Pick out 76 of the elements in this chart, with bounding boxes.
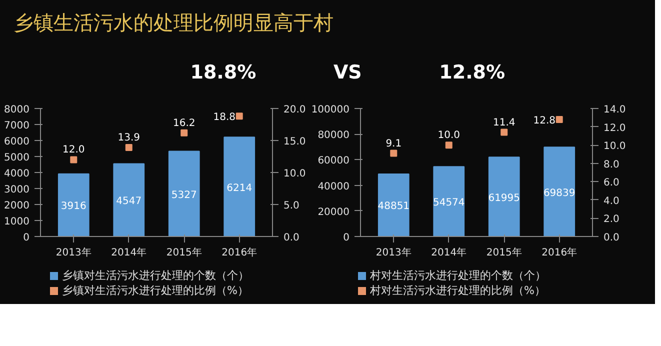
y-tick-label: 3000 xyxy=(4,184,30,196)
x-tick-label: 2014年 xyxy=(111,246,147,258)
data-label: 12.8 xyxy=(533,115,556,126)
data-label: 13.9 xyxy=(118,132,140,144)
data-label: 18.8 xyxy=(213,112,236,124)
data-label: 5327 xyxy=(171,190,197,201)
y2-tick-label: 0.0 xyxy=(604,232,620,244)
x-tick-label: 2016年 xyxy=(222,246,258,258)
x-tick-label: 2015年 xyxy=(486,246,522,258)
legend-label: 乡镇对生活污水进行处理的比例（%） xyxy=(62,282,248,298)
legend-label: 乡镇对生活污水进行处理的个数（个） xyxy=(62,268,249,284)
y-tick-label: 100000 xyxy=(311,104,350,116)
data-label: 16.2 xyxy=(172,118,196,129)
y2-tick-label: 6.0 xyxy=(604,178,620,189)
bar xyxy=(544,146,576,236)
y2-tick-label: 0.0 xyxy=(284,232,300,244)
y-tick-label: 1000 xyxy=(4,216,30,228)
bar xyxy=(168,150,200,236)
legend-label: 村对生活污水进行处理的个数（个） xyxy=(370,268,546,284)
point xyxy=(445,142,452,149)
data-label: 3916 xyxy=(60,201,86,212)
bar xyxy=(488,156,520,236)
y-tick-label: 80000 xyxy=(318,130,350,142)
y-tick-label: 5000 xyxy=(4,152,30,164)
point xyxy=(500,128,508,136)
y-tick-label: 40000 xyxy=(318,181,350,192)
point xyxy=(390,150,398,157)
y-tick-label: 20000 xyxy=(318,206,350,218)
legend-label: 村对生活污水进行处理的比例（%） xyxy=(370,282,546,298)
y-tick-label: 2000 xyxy=(4,200,30,212)
y2-tick-label: 4.0 xyxy=(604,196,620,207)
x-tick-label: 2013年 xyxy=(56,246,92,258)
y-tick-label: 4000 xyxy=(4,168,30,180)
y2-tick-label: 2.0 xyxy=(604,214,620,226)
data-label: 61995 xyxy=(488,192,520,204)
data-label: 9.1 xyxy=(386,138,402,150)
y-tick-label: 0 xyxy=(343,232,350,244)
y-tick-label: 8000 xyxy=(4,104,30,116)
data-label: 10.0 xyxy=(438,130,460,142)
data-label: 12.0 xyxy=(62,144,85,156)
data-label: 11.4 xyxy=(492,117,516,128)
text: 乡镇生活污水的处理比例明显高于村 xyxy=(14,10,334,34)
text: 18.8% xyxy=(190,62,256,84)
data-label: 4547 xyxy=(116,196,142,208)
point xyxy=(236,112,243,120)
y-tick-label: 7000 xyxy=(4,120,30,132)
y2-tick-label: 15.0 xyxy=(284,136,306,148)
point xyxy=(556,116,563,123)
y2-tick-label: 5.0 xyxy=(284,200,300,212)
y2-tick-label: 8.0 xyxy=(604,159,620,170)
bar xyxy=(224,136,256,236)
y2-tick-label: 10.0 xyxy=(284,168,306,180)
x-tick-label: 2014年 xyxy=(431,246,467,258)
point xyxy=(125,144,132,152)
data-label: 6214 xyxy=(226,182,252,194)
text: VS xyxy=(333,62,362,84)
bar xyxy=(58,173,90,236)
text: 12.8% xyxy=(439,62,506,84)
data-label: 48851 xyxy=(378,201,410,212)
y2-tick-label: 20.0 xyxy=(284,104,306,116)
data-label: 69839 xyxy=(543,188,576,199)
x-tick-label: 2016年 xyxy=(542,246,578,258)
y2-tick-label: 10.0 xyxy=(604,141,626,152)
y2-tick-label: 12.0 xyxy=(604,122,626,134)
y-tick-label: 0 xyxy=(23,232,30,244)
x-tick-label: 2013年 xyxy=(376,246,412,258)
y2-tick-label: 14.0 xyxy=(604,104,626,116)
bar xyxy=(378,173,410,236)
bar xyxy=(113,163,145,236)
y-tick-label: 60000 xyxy=(318,156,350,167)
x-tick-label: 2015年 xyxy=(166,246,202,258)
data-label: 54574 xyxy=(432,198,465,209)
bar xyxy=(433,166,465,236)
point xyxy=(70,156,78,164)
y-tick-label: 6000 xyxy=(4,136,30,148)
point xyxy=(180,129,188,136)
